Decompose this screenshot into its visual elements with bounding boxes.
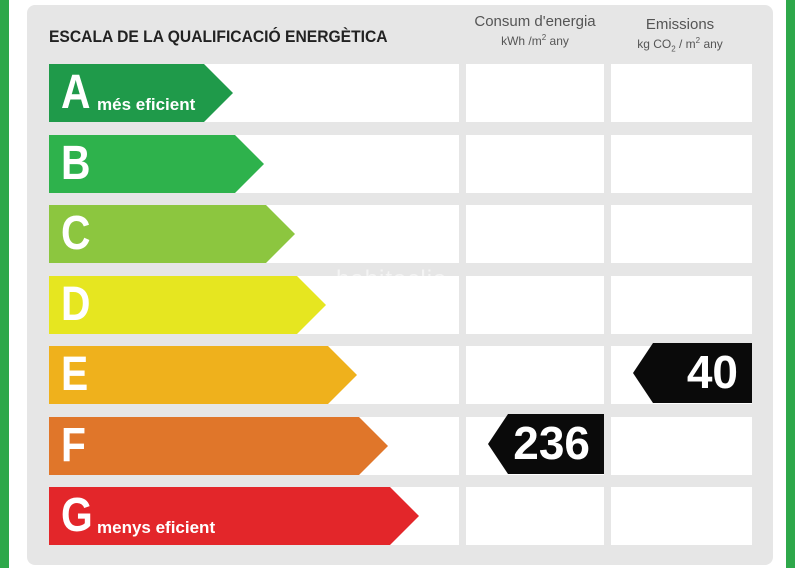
emissions-cell-b: [611, 135, 752, 193]
energy-cell-b: [466, 135, 604, 193]
energy-column-header: Consum d'energia kWh /m2 any: [466, 13, 604, 48]
rating-letter-g: G: [61, 489, 93, 542]
emissions-result-badge: 40: [633, 343, 752, 403]
energy-result-badge: 236: [488, 414, 604, 474]
emissions-column-header: Emissions kg CO2 / m2 any: [611, 16, 749, 53]
left-border: [0, 0, 9, 568]
rating-description-a: més eficient: [97, 95, 196, 114]
rating-bar-b: B: [49, 135, 264, 193]
emissions-column-label: Emissions: [645, 16, 715, 33]
energy-result-value: 236: [513, 417, 590, 469]
rating-description-g: menys eficient: [97, 518, 216, 537]
rating-letter-c: C: [61, 207, 91, 260]
rating-bar-e: E: [49, 346, 357, 404]
emissions-result-value: 40: [686, 346, 738, 398]
energy-cell-a: [466, 64, 604, 122]
emissions-cell-g: [611, 487, 752, 545]
energy-column-label: Consum d'energia: [474, 13, 596, 30]
rating-letter-e: E: [61, 348, 89, 401]
energy-cell-c: [466, 205, 604, 263]
rating-letter-d: D: [61, 278, 91, 331]
page-title: ESCALA DE LA QUALIFICACIÓ ENERGÈTICA: [49, 27, 388, 46]
rating-bar-c: C: [49, 205, 295, 263]
energy-cell-d: [466, 276, 604, 334]
watermark-text: habitaclia: [336, 266, 448, 293]
rating-bar-f: F: [49, 417, 388, 475]
energy-column-unit: kWh /m2 any: [501, 33, 569, 48]
emissions-column-unit: kg CO2 / m2 any: [637, 36, 723, 54]
emissions-cell-f: [611, 417, 752, 475]
emissions-cell-c: [611, 205, 752, 263]
rating-letter-a: A: [61, 66, 91, 119]
emissions-cell-a: [611, 64, 752, 122]
rating-bar-d: D: [49, 276, 326, 334]
energy-cell-e: [466, 346, 604, 404]
right-border: [786, 0, 795, 568]
rating-letter-b: B: [61, 137, 91, 190]
rating-letter-f: F: [61, 419, 86, 472]
emissions-cell-d: [611, 276, 752, 334]
energy-cell-g: [466, 487, 604, 545]
